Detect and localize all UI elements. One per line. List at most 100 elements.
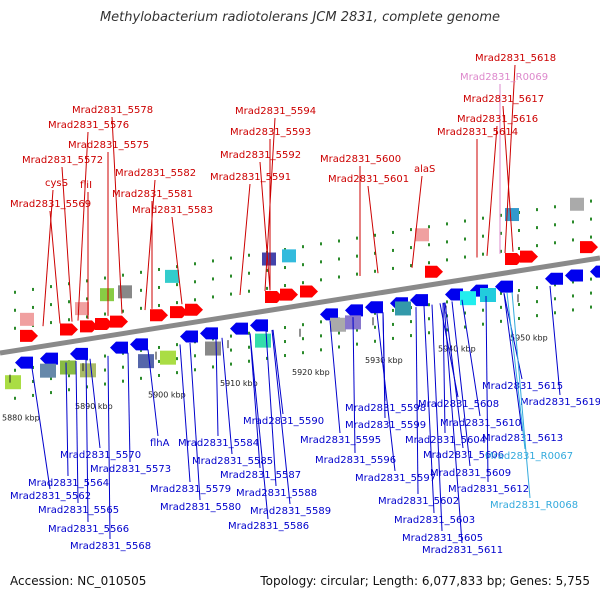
gene-label-forward[interactable]: Mrad2831_5592 (220, 150, 301, 161)
feature-box[interactable] (160, 350, 176, 365)
reverse-gene-arrow[interactable] (545, 272, 563, 285)
gene-label-reverse[interactable]: Mrad2831_5588 (236, 488, 317, 499)
gene-label-reverse[interactable]: Mrad2831_5585 (192, 456, 273, 467)
forward-gene-arrow[interactable] (185, 303, 203, 316)
feature-box[interactable] (40, 363, 56, 378)
reverse-gene-arrow[interactable] (320, 308, 338, 321)
reverse-gene-arrow[interactable] (365, 301, 383, 314)
gene-label-reverse[interactable]: Mrad2831_5565 (38, 505, 119, 516)
feature-box[interactable] (480, 288, 496, 302)
gene-label-forward[interactable]: Mrad2831_5601 (328, 174, 409, 185)
gene-label-reverse[interactable]: Mrad2831_R0068 (490, 500, 578, 511)
reverse-gene-arrow[interactable] (15, 356, 33, 369)
gene-label-forward[interactable]: Mrad2831_5617 (463, 94, 544, 105)
gene-label-forward[interactable]: Mrad2831_5616 (457, 114, 538, 125)
reverse-gene-arrow[interactable] (200, 327, 218, 340)
reverse-gene-arrow[interactable] (70, 347, 88, 360)
gene-label-reverse[interactable]: Mrad2831_5590 (243, 416, 324, 427)
forward-gene-arrow[interactable] (110, 315, 128, 328)
forward-gene-arrow[interactable] (520, 250, 538, 263)
reverse-gene-arrow[interactable] (110, 341, 128, 354)
gene-label-forward[interactable]: cysS (45, 178, 68, 189)
gene-label-forward[interactable]: Mrad2831_5575 (68, 140, 149, 151)
gene-label-reverse[interactable]: Mrad2831_5609 (430, 468, 511, 479)
gene-label-reverse[interactable]: Mrad2831_5606 (423, 450, 504, 461)
forward-gene-arrow[interactable] (280, 288, 298, 301)
feature-box[interactable] (205, 341, 221, 356)
forward-gene-arrow[interactable] (20, 329, 38, 342)
feature-box[interactable] (100, 288, 114, 302)
gene-label-reverse[interactable]: Mrad2831_5598 (345, 403, 426, 414)
feature-box[interactable] (75, 302, 89, 316)
gene-label-reverse[interactable]: Mrad2831_5604 (405, 435, 486, 446)
gene-label-reverse[interactable]: Mrad2831_5586 (228, 521, 309, 532)
feature-box[interactable] (118, 285, 132, 299)
gene-label-forward[interactable]: Mrad2831_5583 (132, 205, 213, 216)
gene-label-forward[interactable]: Mrad2831_5593 (230, 127, 311, 138)
forward-gene-arrow[interactable] (95, 317, 113, 330)
gene-label-reverse[interactable]: Mrad2831_5562 (10, 491, 91, 502)
gene-label-reverse[interactable]: flhA (150, 438, 170, 449)
feature-box[interactable] (5, 375, 21, 390)
reverse-gene-arrow[interactable] (445, 288, 463, 301)
reverse-gene-arrow[interactable] (590, 265, 600, 278)
gene-label-reverse[interactable]: Mrad2831_5584 (178, 438, 259, 449)
gene-label-forward[interactable]: Mrad2831_5614 (437, 127, 518, 138)
gene-label-forward[interactable]: Mrad2831_5572 (22, 155, 103, 166)
gene-label-reverse[interactable]: Mrad2831_5587 (220, 470, 301, 481)
reverse-gene-arrow[interactable] (495, 280, 513, 293)
reverse-gene-arrow[interactable] (230, 322, 248, 335)
gene-label-forward[interactable]: Mrad2831_5569 (10, 199, 91, 210)
gene-label-reverse[interactable]: Mrad2831_5566 (48, 524, 129, 535)
feature-box[interactable] (395, 301, 411, 316)
feature-box[interactable] (255, 333, 271, 348)
forward-gene-arrow[interactable] (150, 309, 168, 322)
gene-label-forward[interactable]: Mrad2831_5581 (112, 189, 193, 200)
reverse-gene-arrow[interactable] (410, 294, 428, 307)
forward-gene-arrow[interactable] (505, 253, 523, 266)
feature-box[interactable] (60, 360, 76, 375)
gene-label-reverse[interactable]: Mrad2831_5602 (378, 496, 459, 507)
gene-label-forward[interactable]: Mrad2831_5594 (235, 106, 316, 117)
gene-label-reverse[interactable]: Mrad2831_5608 (418, 399, 499, 410)
feature-box[interactable] (262, 252, 276, 266)
gene-label-forward[interactable]: Mrad2831_5582 (115, 168, 196, 179)
gene-label-reverse[interactable]: Mrad2831_5612 (448, 484, 529, 495)
gene-label-forward[interactable]: Mrad2831_5600 (320, 154, 401, 165)
gene-label-reverse[interactable]: Mrad2831_5615 (482, 381, 563, 392)
gene-label-forward[interactable]: Mrad2831_5578 (72, 105, 153, 116)
feature-box[interactable] (165, 269, 179, 283)
gene-label-reverse[interactable]: Mrad2831_5596 (315, 455, 396, 466)
reverse-gene-arrow[interactable] (565, 269, 583, 282)
gene-label-reverse[interactable]: Mrad2831_5619 (520, 397, 600, 408)
feature-box[interactable] (20, 312, 34, 326)
gene-label-forward[interactable]: alaS (414, 164, 435, 175)
feature-box[interactable] (80, 363, 96, 378)
feature-box[interactable] (282, 249, 296, 263)
gene-label-reverse[interactable]: Mrad2831_5580 (160, 502, 241, 513)
reverse-gene-arrow[interactable] (130, 338, 148, 351)
forward-gene-arrow[interactable] (300, 285, 318, 298)
gene-label-reverse[interactable]: Mrad2831_5570 (60, 450, 141, 461)
forward-gene-arrow[interactable] (580, 241, 598, 254)
forward-gene-arrow[interactable] (425, 265, 443, 278)
gene-label-reverse[interactable]: Mrad2831_5599 (345, 420, 426, 431)
feature-box[interactable] (505, 208, 519, 222)
gene-label-reverse[interactable]: Mrad2831_5603 (394, 515, 475, 526)
reverse-gene-arrow[interactable] (180, 330, 198, 343)
gene-label-reverse[interactable]: Mrad2831_5589 (250, 506, 331, 517)
gene-label-reverse[interactable]: Mrad2831_5579 (150, 484, 231, 495)
gene-label-reverse[interactable]: Mrad2831_5595 (300, 435, 381, 446)
gene-label-forward[interactable]: Mrad2831_5576 (48, 120, 129, 131)
gene-label-forward[interactable]: fliI (80, 180, 92, 191)
gene-label-reverse[interactable]: Mrad2831_5597 (355, 473, 436, 484)
feature-box[interactable] (570, 197, 584, 211)
gene-label-reverse[interactable]: Mrad2831_5610 (440, 418, 521, 429)
gene-label-reverse[interactable]: Mrad2831_5564 (28, 478, 109, 489)
forward-gene-arrow[interactable] (80, 320, 98, 333)
gene-label-forward[interactable]: Mrad2831_5618 (475, 53, 556, 64)
forward-gene-arrow[interactable] (170, 306, 188, 319)
reverse-gene-arrow[interactable] (40, 352, 58, 365)
gene-label-reverse[interactable]: Mrad2831_5573 (90, 464, 171, 475)
